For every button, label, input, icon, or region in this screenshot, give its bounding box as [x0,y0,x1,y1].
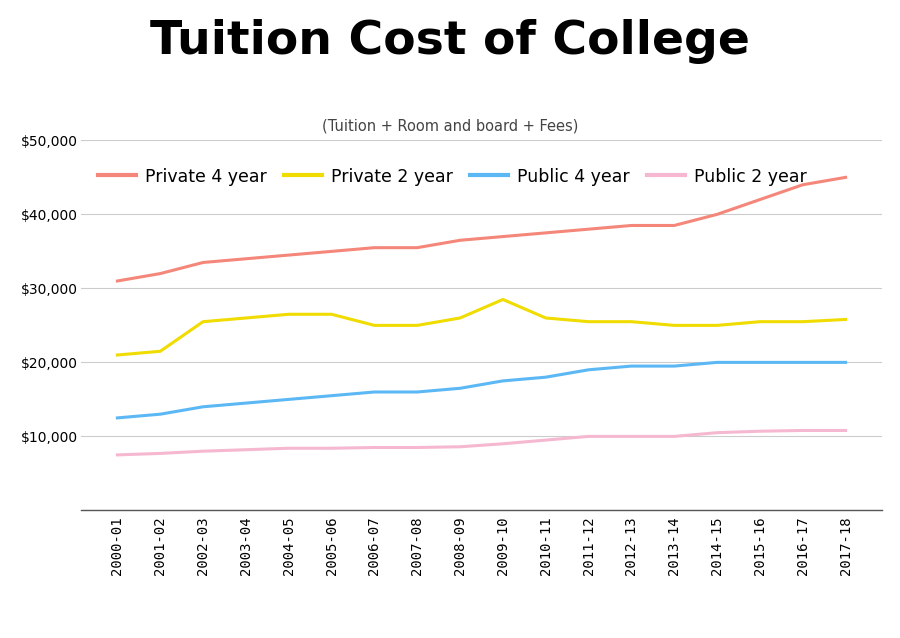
Private 4 year [797,181,808,189]
Public 2 year [669,433,680,440]
Text: (Tuition + Room and board + Fees): (Tuition + Room and board + Fees) [322,118,578,133]
Line: Private 2 year: Private 2 year [117,299,846,355]
Private 2 year [669,322,680,329]
Public 4 year [626,362,637,370]
Public 4 year [284,396,294,403]
Public 4 year [155,410,166,418]
Public 2 year [540,436,551,444]
Private 4 year [155,270,166,278]
Public 4 year [369,388,380,396]
Private 4 year [198,258,209,266]
Private 2 year [369,322,380,329]
Private 2 year [498,295,508,303]
Line: Public 4 year: Public 4 year [117,362,846,418]
Private 2 year [326,311,337,318]
Public 2 year [454,443,465,450]
Private 4 year [369,244,380,251]
Public 4 year [841,359,851,366]
Private 2 year [540,314,551,322]
Private 2 year [112,351,122,359]
Public 2 year [583,433,594,440]
Public 2 year [155,450,166,457]
Private 4 year [626,221,637,229]
Private 4 year [326,248,337,255]
Private 2 year [240,314,251,322]
Public 2 year [240,446,251,454]
Public 4 year [454,385,465,392]
Public 2 year [412,443,423,451]
Public 2 year [112,451,122,459]
Public 4 year [540,373,551,381]
Public 2 year [198,447,209,455]
Public 4 year [669,362,680,370]
Private 4 year [712,211,723,218]
Private 2 year [454,314,465,322]
Private 2 year [797,318,808,325]
Public 2 year [754,427,765,435]
Private 4 year [669,221,680,229]
Private 4 year [284,251,294,259]
Private 2 year [198,318,209,325]
Private 2 year [284,311,294,318]
Private 2 year [841,316,851,323]
Private 4 year [240,255,251,263]
Private 4 year [412,244,423,251]
Public 4 year [498,377,508,385]
Private 4 year [454,237,465,244]
Public 2 year [284,445,294,452]
Public 4 year [712,359,723,366]
Private 4 year [583,225,594,233]
Private 2 year [754,318,765,325]
Private 2 year [712,322,723,329]
Private 2 year [583,318,594,325]
Public 4 year [754,359,765,366]
Public 2 year [498,440,508,448]
Public 4 year [240,399,251,407]
Line: Public 2 year: Public 2 year [117,431,846,455]
Public 2 year [841,427,851,434]
Public 2 year [326,445,337,452]
Public 4 year [583,366,594,374]
Private 2 year [626,318,637,325]
Public 4 year [112,414,122,422]
Private 4 year [498,233,508,241]
Private 4 year [841,174,851,181]
Private 4 year [112,277,122,285]
Text: Tuition Cost of College: Tuition Cost of College [150,19,750,64]
Public 2 year [712,429,723,436]
Public 2 year [369,443,380,451]
Private 4 year [540,229,551,237]
Private 2 year [412,322,423,329]
Public 2 year [797,427,808,434]
Private 2 year [155,348,166,355]
Public 4 year [797,359,808,366]
Public 4 year [412,388,423,396]
Public 4 year [326,392,337,399]
Private 4 year [754,196,765,204]
Public 4 year [198,403,209,411]
Legend: Private 4 year, Private 2 year, Public 4 year, Public 2 year: Private 4 year, Private 2 year, Public 4… [98,168,806,186]
Line: Private 4 year: Private 4 year [117,177,846,281]
Public 2 year [626,433,637,440]
